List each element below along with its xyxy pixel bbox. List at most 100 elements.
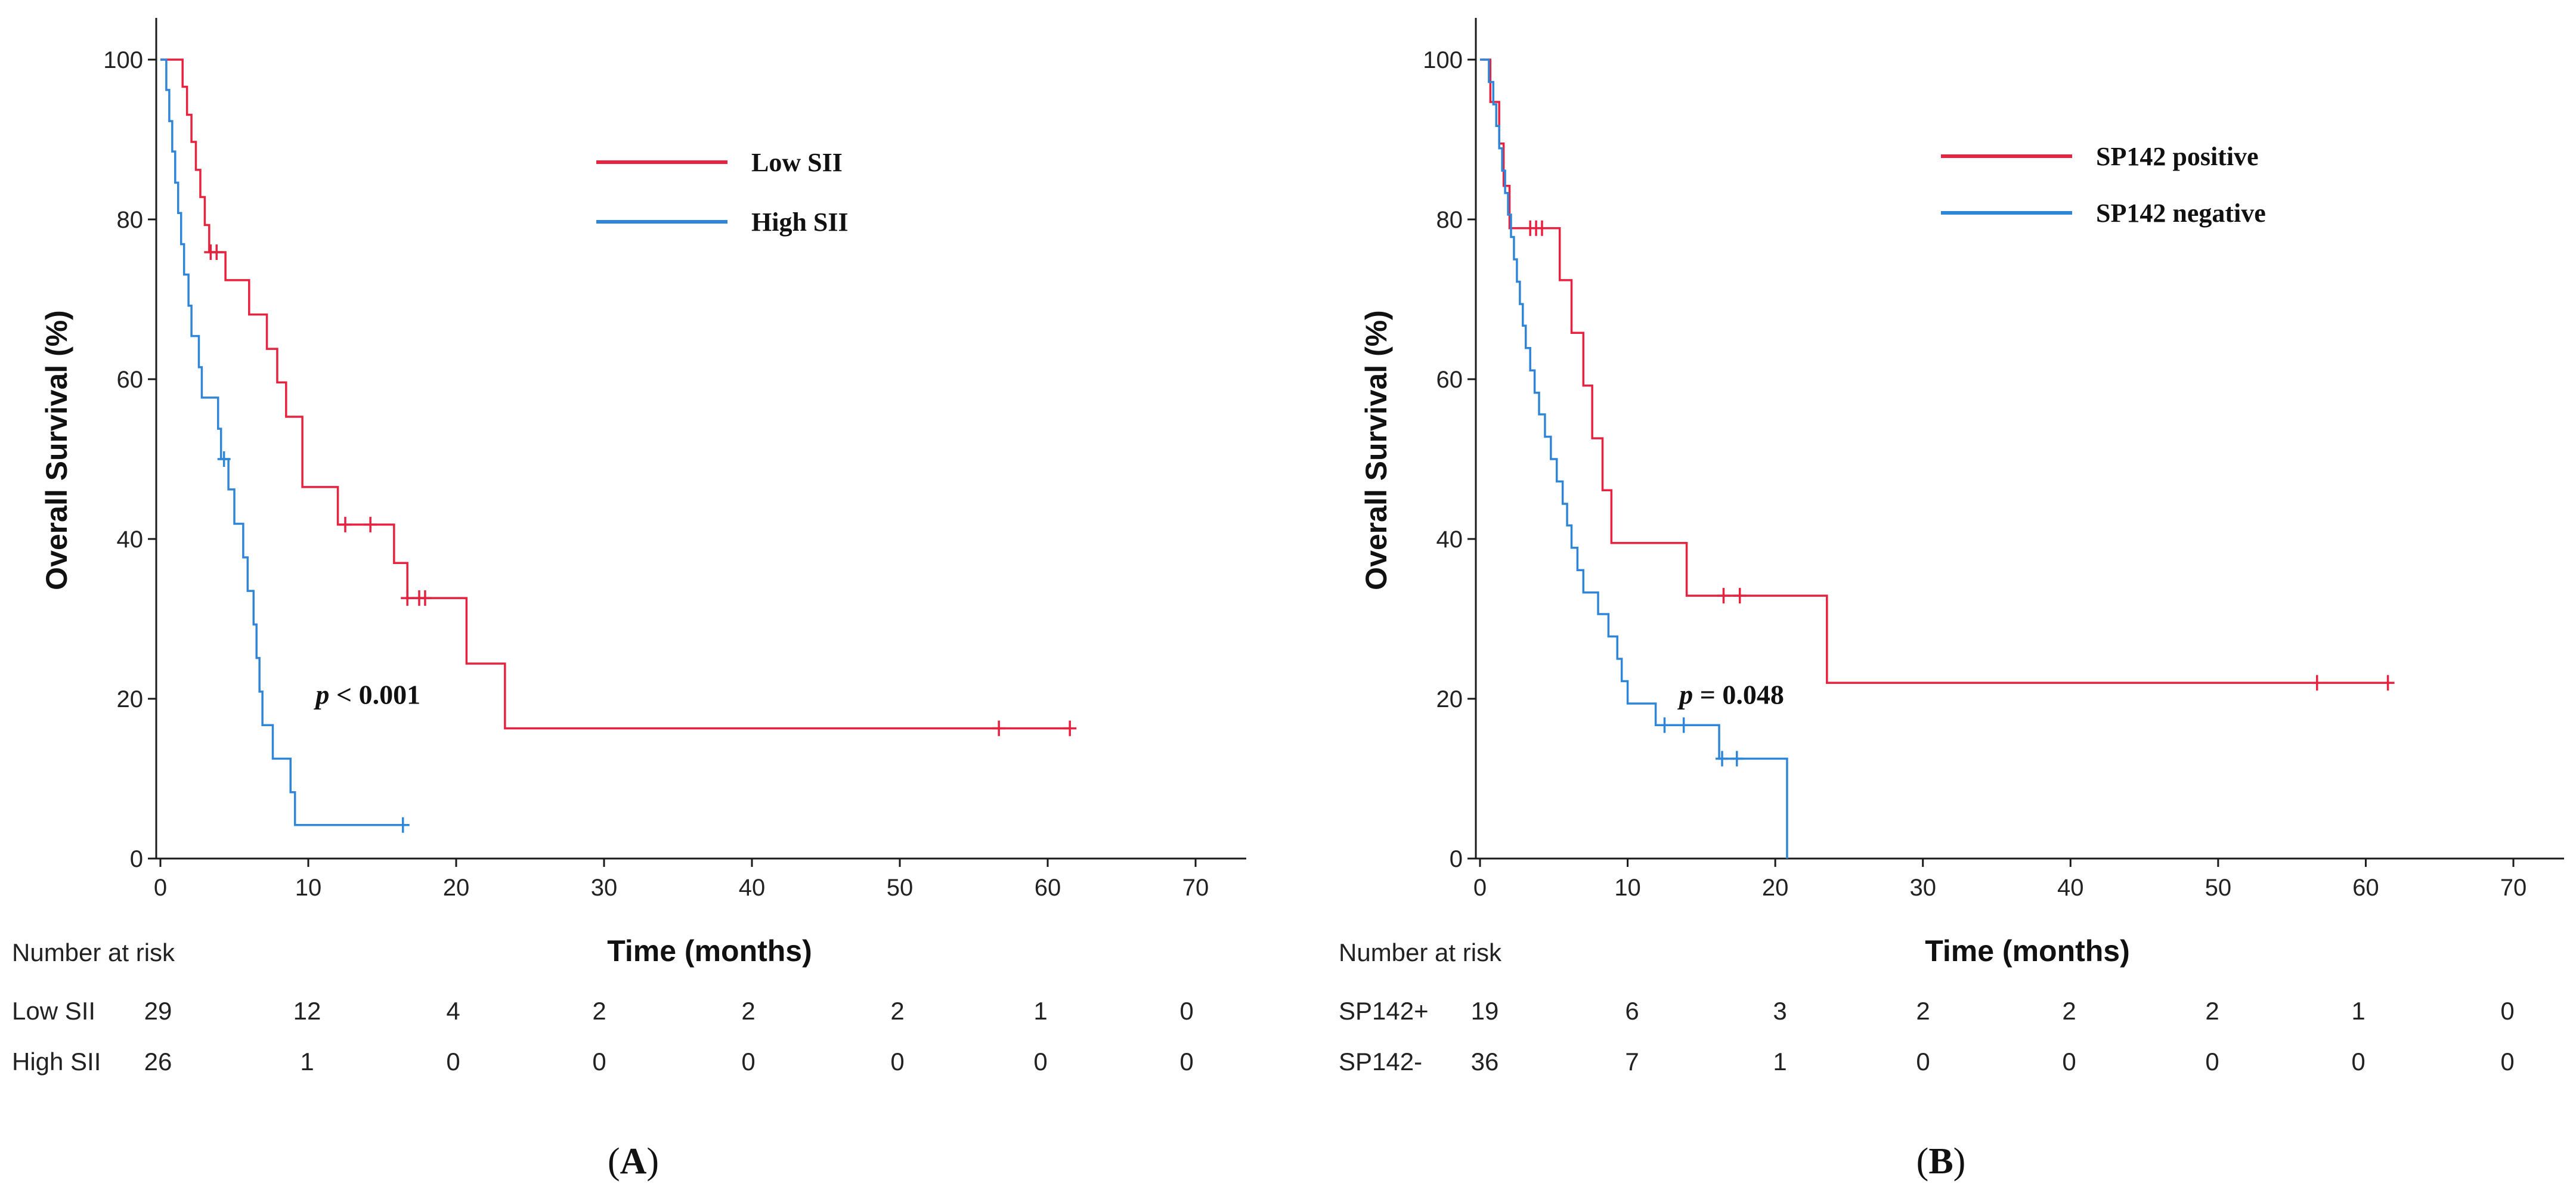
risk-cell: 1 xyxy=(1773,1048,1787,1076)
series-sp142-negative xyxy=(1480,58,1788,859)
legend-label: Low SII xyxy=(751,148,843,177)
p-symbol: p xyxy=(1677,679,1693,709)
panel-label-letter: A xyxy=(620,1141,647,1182)
survival-curve-line xyxy=(1480,58,1788,859)
y-tick-label: 40 xyxy=(1436,526,1463,553)
censor-mark xyxy=(1535,220,1549,236)
legend: Low SII High SII xyxy=(596,148,849,237)
censor-mark xyxy=(1730,751,1744,767)
risk-cell: 2 xyxy=(741,997,755,1025)
risk-cell: 0 xyxy=(1179,997,1193,1025)
x-tick-label: 60 xyxy=(2352,875,2379,901)
risk-table: Number at risk SP142+ 19 6 3 2 2 2 1 0 SP142- 36 7 1 0… xyxy=(1339,938,2515,1076)
x-axis-title: Time (months) xyxy=(607,934,812,968)
x-tick-label: 30 xyxy=(591,875,618,901)
risk-cell: 2 xyxy=(2062,997,2076,1025)
x-tick-label: 60 xyxy=(1035,875,1061,901)
risk-row-label: SP142+ xyxy=(1339,997,1429,1025)
x-tick-label: 20 xyxy=(443,875,470,901)
risk-cell: 2 xyxy=(592,997,606,1025)
censor-mark xyxy=(2310,675,2324,691)
legend-label: High SII xyxy=(751,207,849,237)
risk-cell: 29 xyxy=(144,997,172,1025)
risk-cell: 0 xyxy=(741,1048,755,1076)
risk-table-title: Number at risk xyxy=(1339,938,1502,966)
p-symbol: p xyxy=(313,679,329,709)
censor-mark xyxy=(2381,675,2395,691)
x-tick-label: 20 xyxy=(1762,875,1789,901)
risk-cell: 26 xyxy=(144,1048,172,1076)
risk-row-label: SP142- xyxy=(1339,1048,1422,1076)
p-value-annotation: p = 0.048 xyxy=(1677,679,1784,709)
risk-cell: 19 xyxy=(1471,997,1499,1025)
risk-cell: 12 xyxy=(293,997,321,1025)
censor-mark xyxy=(396,817,410,833)
censor-mark xyxy=(210,244,224,260)
x-tick-label: 10 xyxy=(295,875,322,901)
risk-row-label: Low SII xyxy=(12,997,95,1025)
y-tick-label: 100 xyxy=(103,47,143,73)
p-value-annotation: p < 0.001 xyxy=(313,679,420,709)
risk-cell: 0 xyxy=(1033,1048,1047,1076)
x-tick-label: 0 xyxy=(1473,875,1487,901)
survival-curve-line xyxy=(160,58,1070,730)
censor-mark xyxy=(364,516,377,532)
x-tick-label: 40 xyxy=(739,875,766,901)
x-tick-label: 50 xyxy=(887,875,914,901)
y-tick-label: 60 xyxy=(117,367,144,393)
y-tick-label: 80 xyxy=(1436,207,1463,233)
legend-label: SP142 positive xyxy=(2096,142,2259,171)
x-tick-label: 70 xyxy=(1182,875,1209,901)
panel-label-letter: B xyxy=(1928,1141,1953,1182)
y-axis-title: Overall Survival (%) xyxy=(40,310,73,590)
risk-cell: 4 xyxy=(446,997,460,1025)
censor-mark xyxy=(1716,751,1729,767)
legend-label: SP142 negative xyxy=(2096,199,2266,228)
censor-mark xyxy=(418,590,432,606)
censor-mark xyxy=(1063,720,1077,736)
risk-cell: 0 xyxy=(1179,1048,1193,1076)
censor-mark xyxy=(1658,717,1671,733)
p-value-text: = 0.048 xyxy=(1693,679,1784,709)
censor-mark xyxy=(401,590,414,606)
censor-mark xyxy=(217,451,231,467)
y-tick-label: 40 xyxy=(117,526,144,553)
risk-cell: 6 xyxy=(1625,997,1639,1025)
series-high-sii xyxy=(160,58,410,833)
x-tick-label: 40 xyxy=(2057,875,2084,901)
y-tick-label: 0 xyxy=(130,846,143,872)
risk-cell: 1 xyxy=(1033,997,1047,1025)
risk-cell: 0 xyxy=(446,1048,460,1076)
censor-mark xyxy=(992,720,1006,736)
x-tick-label: 50 xyxy=(2205,875,2232,901)
risk-cell: 36 xyxy=(1471,1048,1499,1076)
risk-cell: 0 xyxy=(2500,997,2514,1025)
p-value-text: < 0.001 xyxy=(329,679,420,709)
risk-cell: 2 xyxy=(1916,997,1930,1025)
risk-table: Number at risk Low SII 29 12 4 2 2 2 1 0 High SII 2… xyxy=(12,938,1194,1076)
risk-cell: 0 xyxy=(890,1048,904,1076)
y-tick-label: 0 xyxy=(1450,846,1463,872)
x-tick-label: 30 xyxy=(1909,875,1936,901)
y-tick-label: 20 xyxy=(117,686,144,712)
x-axis-title: Time (months) xyxy=(1925,934,2130,968)
risk-cell: 0 xyxy=(1916,1048,1930,1076)
risk-table-title: Number at risk xyxy=(12,938,175,966)
risk-cell: 2 xyxy=(890,997,904,1025)
censor-mark xyxy=(1717,588,1730,604)
risk-cell: 0 xyxy=(2351,1048,2365,1076)
censor-mark xyxy=(339,516,352,532)
y-tick-label: 80 xyxy=(117,207,144,233)
x-tick-label: 0 xyxy=(154,875,167,901)
legend: SP142 positive SP142 negative xyxy=(1941,142,2266,228)
survival-curve-line xyxy=(160,58,403,826)
y-axis-title: Overall Survival (%) xyxy=(1360,310,1393,590)
x-tick-label: 10 xyxy=(1614,875,1641,901)
censor-mark xyxy=(1733,588,1747,604)
risk-cell: 1 xyxy=(2351,997,2365,1025)
censor-mark xyxy=(1677,717,1690,733)
